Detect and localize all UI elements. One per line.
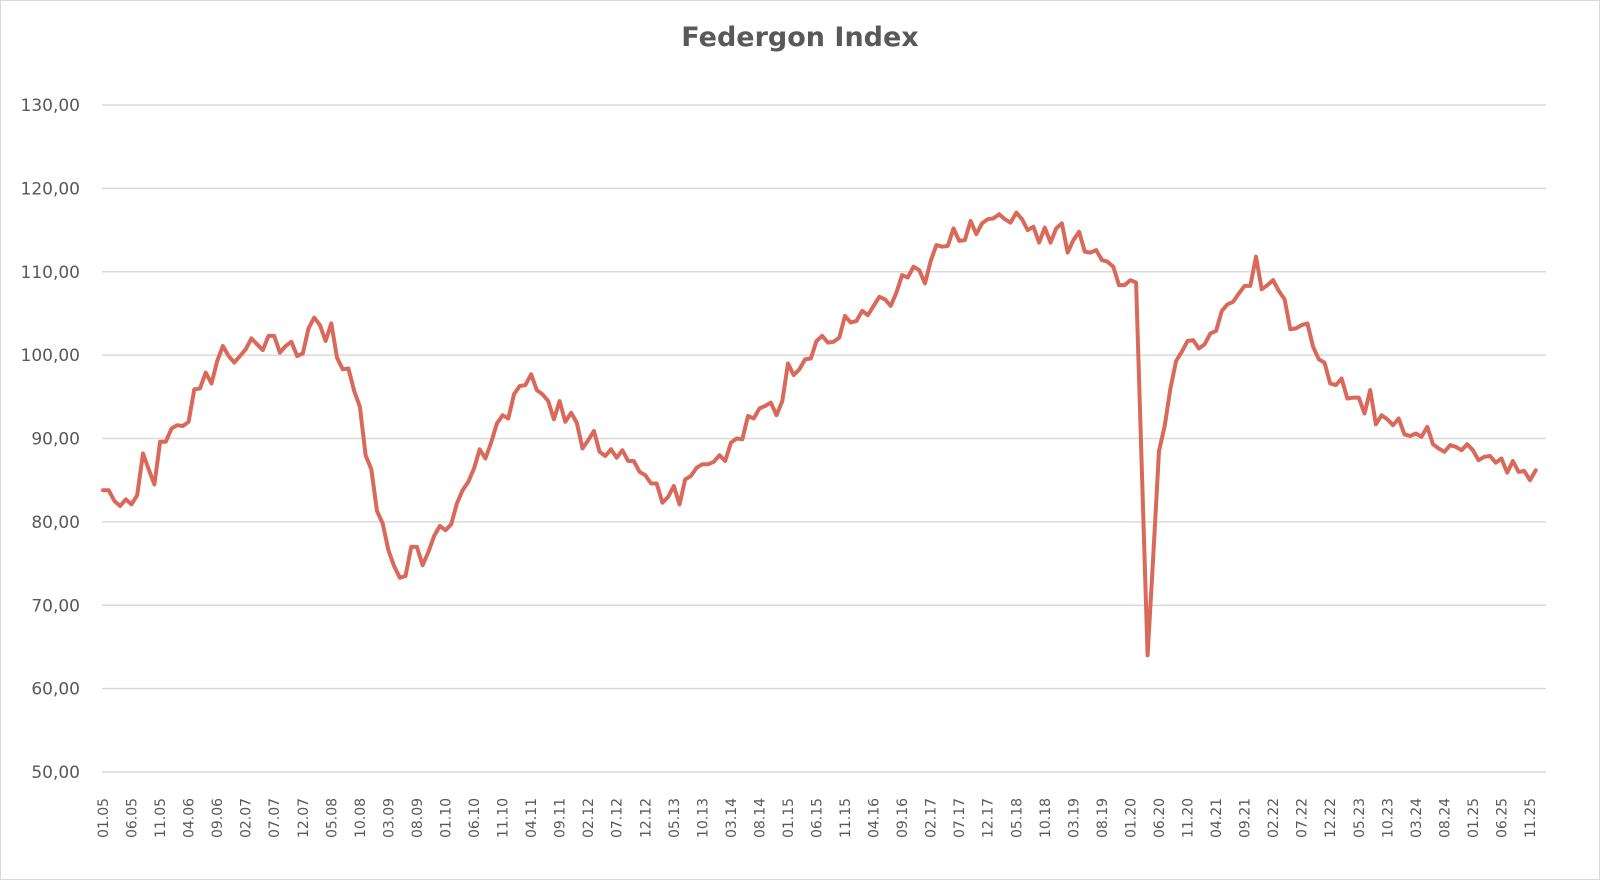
x-tick-label: 08.14	[752, 798, 768, 838]
x-tick-label: 12.22	[1323, 798, 1339, 838]
gridlines	[102, 104, 1546, 773]
series-line-federgon-index	[101, 210, 1538, 658]
x-tick-label: 04.06	[182, 798, 198, 838]
x-tick-label: 09.06	[210, 798, 226, 838]
y-axis-labels: 50,00 60,00 70,00 80,00 90,00 100,00 110,00 120…	[21, 96, 80, 783]
x-tick-label: 10.13	[695, 798, 711, 838]
x-tick-label: 07.12	[610, 798, 626, 838]
x-tick-label: 09.16	[895, 798, 911, 838]
x-tick-label: 05.23	[1352, 798, 1368, 838]
x-tick-label: 10.23	[1380, 798, 1396, 838]
x-tick-label: 03.24	[1409, 798, 1425, 838]
x-tick-label: 02.22	[1266, 798, 1282, 838]
x-tick-label: 08.09	[410, 798, 426, 838]
x-tick-label: 11.10	[496, 798, 512, 838]
x-axis-labels: 01.05 06.05 11.05 04.06 09.06 02.07 07.07 12.07…	[96, 798, 1539, 838]
x-tick-label: 12.12	[638, 798, 654, 838]
x-tick-label: 04.11	[524, 798, 540, 838]
x-tick-label: 10.08	[353, 798, 369, 838]
x-tick-label: 12.07	[296, 798, 312, 838]
x-tick-label: 06.20	[1152, 798, 1168, 838]
y-tick-label: 120,00	[21, 179, 80, 199]
x-tick-label: 10.18	[1038, 798, 1054, 838]
x-tick-label: 08.24	[1437, 798, 1453, 838]
x-tick-label: 09.21	[1238, 798, 1254, 838]
x-tick-label: 09.11	[553, 798, 569, 838]
x-tick-label: 02.07	[239, 798, 255, 838]
x-tick-label: 05.08	[324, 798, 340, 838]
x-tick-label: 05.13	[667, 798, 683, 838]
x-tick-label: 06.05	[125, 798, 141, 838]
y-tick-label: 50,00	[31, 763, 80, 783]
x-tick-label: 01.20	[1123, 798, 1139, 838]
x-tick-label: 03.14	[724, 798, 740, 838]
y-tick-label: 80,00	[31, 513, 80, 533]
y-tick-label: 70,00	[31, 596, 80, 616]
x-tick-label: 01.15	[781, 798, 797, 838]
x-tick-label: 02.17	[924, 798, 940, 838]
x-tick-label: 07.22	[1295, 798, 1311, 838]
x-tick-label: 11.20	[1181, 798, 1197, 838]
x-tick-label: 06.15	[810, 798, 826, 838]
x-tick-label: 07.17	[952, 798, 968, 838]
x-tick-label: 03.19	[1066, 798, 1082, 838]
chart-title: Federgon Index	[681, 22, 919, 53]
x-tick-label: 08.19	[1095, 798, 1111, 838]
x-tick-label: 07.07	[267, 798, 283, 838]
x-tick-label: 11.05	[153, 798, 169, 838]
x-tick-label: 03.09	[381, 798, 397, 838]
y-tick-label: 60,00	[31, 680, 80, 700]
x-tick-label: 02.12	[581, 798, 597, 838]
x-tick-label: 04.21	[1209, 798, 1225, 838]
x-tick-label: 11.15	[838, 798, 854, 838]
x-tick-label: 01.25	[1466, 798, 1482, 838]
x-tick-label: 05.18	[1009, 798, 1025, 838]
x-tick-label: 12.17	[981, 798, 997, 838]
x-tick-label: 04.16	[867, 798, 883, 838]
y-tick-label: 90,00	[31, 430, 80, 450]
x-tick-label: 06.10	[467, 798, 483, 838]
y-tick-label: 100,00	[21, 346, 80, 366]
y-tick-label: 110,00	[21, 263, 80, 283]
x-tick-label: 11.25	[1523, 798, 1539, 838]
y-tick-label: 130,00	[21, 96, 80, 116]
x-tick-label: 01.10	[438, 798, 454, 838]
x-tick-label: 06.25	[1494, 798, 1510, 838]
x-tick-label: 01.05	[96, 798, 112, 838]
